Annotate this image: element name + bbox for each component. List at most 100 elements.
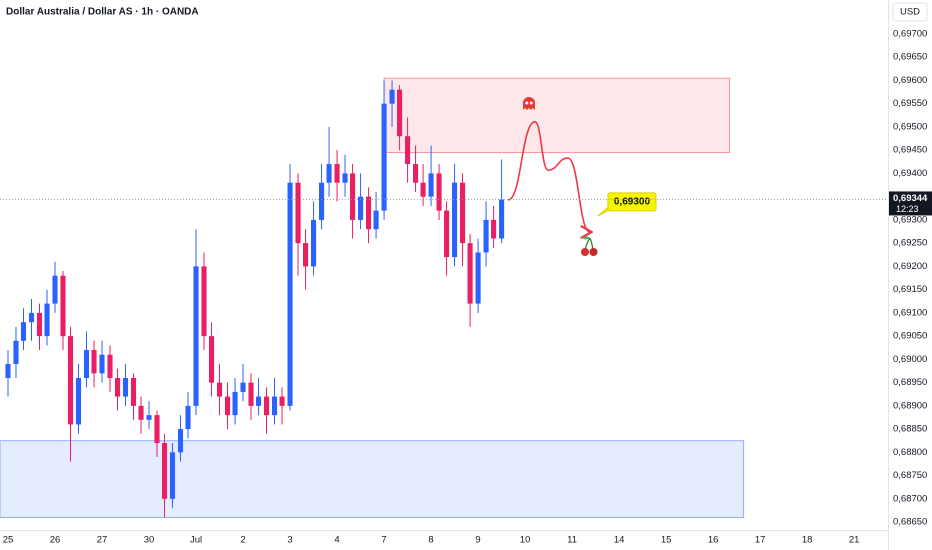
- candle-body: [303, 243, 309, 267]
- candle-body: [366, 196, 372, 230]
- last-price-label: 0,69344: [893, 193, 928, 204]
- x-tick-label: 21: [849, 535, 860, 546]
- candle-body: [475, 252, 481, 304]
- candle-body: [381, 103, 387, 211]
- candle-body: [67, 336, 74, 425]
- y-tick-label: 0,69500: [893, 121, 927, 132]
- x-tick-label: 27: [97, 535, 108, 546]
- currency-box[interactable]: [892, 2, 928, 22]
- x-tick-label: 10: [520, 535, 531, 546]
- candle-body: [397, 89, 403, 137]
- candle-body: [342, 173, 348, 183]
- chart-title: Dollar Australia / Dollar AS · 1h · OAND…: [6, 7, 199, 18]
- x-tick-label: 16: [708, 535, 719, 546]
- candle-body: [405, 136, 411, 165]
- y-tick-label: 0,69550: [893, 98, 927, 109]
- candle-body: [216, 382, 223, 397]
- candle-body: [358, 196, 364, 220]
- candle-body: [28, 312, 35, 323]
- y-tick-label: 0,68850: [893, 424, 927, 435]
- target-label: 0,69300: [614, 197, 651, 208]
- candle-body: [240, 382, 246, 392]
- y-tick-label: 0,69600: [893, 75, 927, 86]
- candle-body: [483, 219, 489, 253]
- y-tick-label: 0,68700: [893, 493, 927, 504]
- x-tick-label: 3: [287, 535, 292, 546]
- candle-body: [154, 415, 160, 444]
- candle-body: [52, 275, 58, 304]
- candle-body: [467, 243, 473, 304]
- candle-body: [201, 266, 207, 337]
- candle-body: [138, 405, 144, 420]
- x-tick-label: 9: [475, 535, 480, 546]
- x-tick-label: 8: [428, 535, 433, 546]
- x-tick-label: 18: [802, 535, 813, 546]
- y-tick-label: 0,68950: [893, 377, 927, 388]
- y-tick-label: 0,69100: [893, 307, 927, 318]
- y-tick-label: 0,69400: [893, 168, 927, 179]
- candle-body: [232, 391, 238, 416]
- candle-body: [130, 377, 137, 406]
- x-tick-label: 11: [567, 535, 577, 546]
- candle-body: [114, 377, 121, 397]
- candle-body: [263, 396, 270, 416]
- x-tick-label: 26: [50, 535, 61, 546]
- candle-body: [5, 364, 11, 378]
- candle-body: [389, 89, 395, 104]
- candle-body: [185, 405, 191, 430]
- candle-body: [224, 396, 231, 416]
- y-tick-label: 0,69700: [893, 28, 927, 39]
- candle-body: [452, 182, 458, 258]
- plot-area: 0,69300: [0, 77, 745, 518]
- y-tick-label: 0,69000: [893, 354, 927, 365]
- x-tick-label: 15: [661, 535, 672, 546]
- candle-body: [491, 219, 497, 239]
- y-tick-label: 0,68650: [893, 517, 927, 528]
- candle-body: [60, 275, 66, 337]
- y-tick-label: 0,69450: [893, 145, 927, 156]
- candle-body: [177, 429, 184, 453]
- candle-body: [256, 396, 262, 406]
- candle-body: [318, 182, 325, 220]
- candle-body: [99, 354, 105, 374]
- x-tick-label: 25: [3, 535, 14, 546]
- y-tick-label: 0,68750: [893, 470, 927, 481]
- candle-body: [460, 182, 466, 244]
- candle-body: [413, 164, 419, 183]
- candle-body: [271, 396, 278, 416]
- y-tick-label: 0,69150: [893, 284, 927, 295]
- candle-body: [20, 322, 27, 341]
- candle-body: [75, 377, 82, 425]
- candle-body: [13, 340, 19, 365]
- ghost-icon: [523, 97, 535, 110]
- candle-body: [193, 266, 199, 406]
- y-tick-label: 0,69650: [893, 52, 927, 63]
- candle-body: [420, 182, 426, 197]
- x-tick-label: 14: [614, 535, 625, 546]
- x-tick-label: 2: [240, 535, 245, 546]
- candle-body: [122, 377, 129, 397]
- candle-body: [146, 415, 152, 420]
- candle-body: [334, 164, 340, 183]
- candle-body: [295, 182, 301, 244]
- candle-body: [248, 382, 254, 406]
- candle-body: [287, 182, 293, 406]
- candle-body: [373, 210, 379, 230]
- x-tick-label: 7: [381, 535, 386, 546]
- candle-body: [161, 443, 168, 499]
- countdown-label: 12:23: [896, 204, 919, 214]
- candle-body: [326, 164, 332, 183]
- candle-body: [311, 219, 317, 267]
- y-tick-label: 0,69200: [893, 261, 927, 272]
- candle-body: [444, 210, 450, 258]
- last-price-box: [889, 191, 932, 216]
- cherry-icon: [581, 236, 598, 256]
- target-box: [607, 192, 657, 212]
- candle-body: [208, 336, 215, 383]
- candle-body: [428, 173, 434, 197]
- y-tick-label: 0,69250: [893, 238, 927, 249]
- zone: [0, 440, 745, 518]
